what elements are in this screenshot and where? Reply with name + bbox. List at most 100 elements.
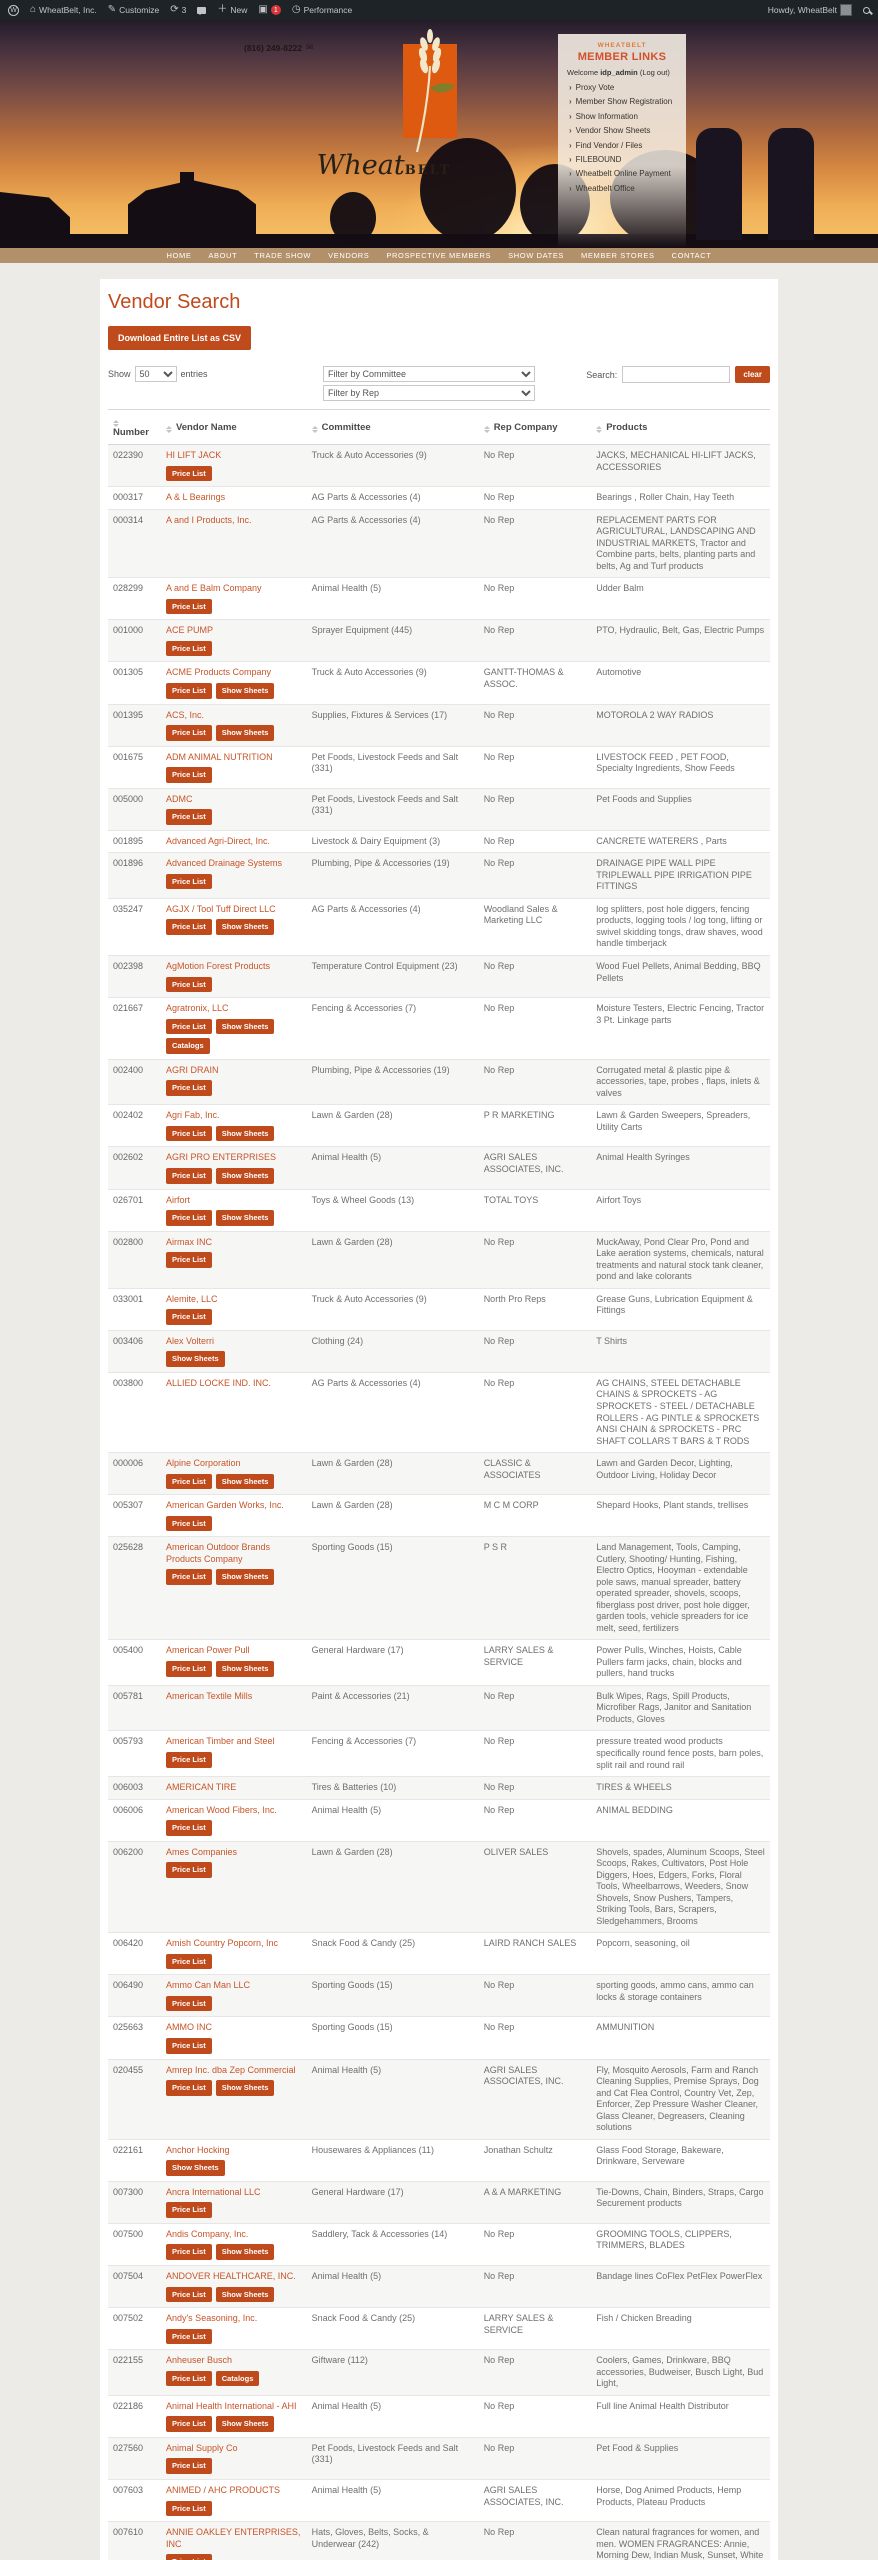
member-link-wheatbelt-online-payment[interactable]: › Wheatbelt Online Payment <box>569 169 677 179</box>
show-sheets-button[interactable]: Show Sheets <box>165 1351 225 1367</box>
search-input[interactable] <box>622 366 731 383</box>
vendor-name-link[interactable]: Anheuser Busch <box>165 2355 232 2366</box>
price-list-button[interactable]: Price List <box>165 2458 212 2474</box>
nav-item-show-dates[interactable]: SHOW DATES <box>508 251 565 260</box>
show-sheets-button[interactable]: Show Sheets <box>165 2160 225 2176</box>
price-list-button[interactable]: Price List <box>165 465 212 482</box>
price-list-button[interactable]: Price List <box>165 1125 212 1142</box>
show-sheets-button[interactable]: Show Sheets <box>215 2244 275 2261</box>
vendor-name-link[interactable]: American Wood Fibers, Inc. <box>165 1804 277 1815</box>
member-link-proxy-vote[interactable]: › Proxy Vote <box>569 83 677 93</box>
price-list-button[interactable]: Price List <box>165 1660 212 1677</box>
entries-select[interactable]: 50 <box>134 366 177 382</box>
member-link-show-information[interactable]: › Show Information <box>569 112 677 122</box>
catalogs-button[interactable]: Catalogs <box>165 1038 210 1054</box>
vendor-name-link[interactable]: ADMC <box>165 793 193 804</box>
vendor-name-link[interactable]: Airmax INC <box>165 1236 212 1247</box>
column-header-vendor-name[interactable]: Vendor Name <box>160 409 307 445</box>
price-list-button[interactable]: Price List <box>165 2038 212 2054</box>
vendor-name-link[interactable]: ANNIE OAKLEY ENTERPRISES, INC <box>165 2527 301 2549</box>
price-list-button[interactable]: Price List <box>165 1167 212 1184</box>
vendor-name-link[interactable]: Andy's Seasoning, Inc. <box>165 2313 258 2324</box>
vendor-name-link[interactable]: American Outdoor Brands Products Company <box>165 1542 271 1564</box>
vendor-name-link[interactable]: AMERICAN TIRE <box>165 1782 237 1793</box>
price-list-button[interactable]: Price List <box>165 1210 212 1226</box>
price-list-button[interactable]: Price List <box>165 1995 212 2012</box>
show-sheets-button[interactable]: Show Sheets <box>215 725 275 741</box>
vendor-name-link[interactable]: Alpine Corporation <box>165 1458 241 1469</box>
vendor-name-link[interactable]: ANIMED / AHC PRODUCTS <box>165 2485 280 2495</box>
nav-item-member-stores[interactable]: MEMBER STORES <box>581 251 655 260</box>
vendor-name-link[interactable]: American Timber and Steel <box>165 1736 275 1747</box>
price-list-button[interactable]: Price List <box>165 1569 212 1585</box>
vendor-name-link[interactable]: ANDOVER HEALTHCARE, INC. <box>165 2271 296 2282</box>
member-link-member-show-registration[interactable]: › Member Show Registration <box>569 97 677 107</box>
vendor-name-link[interactable]: Agri Fab, Inc. <box>165 1110 220 1121</box>
vendor-name-link[interactable]: Advanced Drainage Systems <box>165 858 283 869</box>
nav-item-prospective-members[interactable]: PROSPECTIVE MEMBERS <box>386 251 492 260</box>
nav-item-vendors[interactable]: VENDORS <box>328 251 370 260</box>
vendor-name-link[interactable]: American Garden Works, Inc. <box>165 1500 284 1511</box>
vendor-name-link[interactable]: Amrep Inc. dba Zep Commercial <box>165 2064 296 2075</box>
nav-item-home[interactable]: HOME <box>166 251 192 260</box>
column-header-products[interactable]: Products <box>591 409 770 445</box>
catalogs-button[interactable]: Catalogs <box>215 2370 260 2387</box>
price-list-button[interactable]: Price List <box>165 1252 212 1268</box>
column-header-committee[interactable]: Committee <box>306 409 479 445</box>
member-link-wheatbelt-office[interactable]: › Wheatbelt Office <box>569 184 677 194</box>
show-sheets-button[interactable]: Show Sheets <box>215 2080 275 2096</box>
price-list-button[interactable]: Price List <box>165 1953 212 1970</box>
vendor-name-link[interactable]: Alex Volterri <box>165 1335 214 1346</box>
price-list-button[interactable]: Price List <box>165 598 212 615</box>
vendor-name-link[interactable]: American Textile Mills <box>165 1690 253 1701</box>
vendor-name-link[interactable]: A and E Balm Company <box>165 583 262 594</box>
column-header-rep-company[interactable]: Rep Company <box>478 409 592 445</box>
vendor-name-link[interactable]: ACME Products Company <box>165 667 271 678</box>
price-list-button[interactable]: Price List <box>165 2370 212 2387</box>
price-list-button[interactable]: Price List <box>165 2500 212 2517</box>
show-sheets-button[interactable]: Show Sheets <box>215 1018 275 1035</box>
comments-menu[interactable] <box>197 6 207 15</box>
vendor-name-link[interactable]: Ammo Can Man LLC <box>165 1980 250 1991</box>
site-name-menu[interactable]: ⌂ WheatBelt, Inc. <box>30 5 97 16</box>
vendor-name-link[interactable]: A & L Bearings <box>165 492 226 503</box>
price-list-button[interactable]: Price List <box>165 767 212 783</box>
vendor-name-link[interactable]: ADM ANIMAL NUTRITION <box>165 751 273 762</box>
price-list-button[interactable]: Price List <box>165 725 212 741</box>
vendor-name-link[interactable]: ACS, Inc. <box>165 709 204 720</box>
price-list-button[interactable]: Price List <box>165 919 212 936</box>
show-sheets-button[interactable]: Show Sheets <box>215 1210 275 1226</box>
vendor-name-link[interactable]: AGRI DRAIN <box>165 1064 219 1075</box>
vendor-name-link[interactable]: Advanced Agri-Direct, Inc. <box>165 835 270 846</box>
price-list-button[interactable]: Price List <box>165 1862 212 1878</box>
vendor-name-link[interactable]: AMMO INC <box>165 2022 212 2033</box>
vendor-name-link[interactable]: Airfort <box>165 1194 190 1205</box>
member-link-filebound[interactable]: › FILEBOUND <box>569 155 677 165</box>
price-list-button[interactable]: Price List <box>165 2328 212 2345</box>
price-list-button[interactable]: Price List <box>165 809 212 825</box>
vendor-name-link[interactable]: Ancra International LLC <box>165 2186 261 2197</box>
price-list-button[interactable]: Price List <box>165 2202 212 2218</box>
show-sheets-button[interactable]: Show Sheets <box>215 919 275 936</box>
wp-logo-icon[interactable]: W <box>8 4 19 16</box>
updates-menu[interactable]: ⟳ 3 <box>170 5 186 16</box>
nav-item-trade-show[interactable]: TRADE SHOW <box>254 251 312 260</box>
show-sheets-button[interactable]: Show Sheets <box>215 682 275 699</box>
vendor-name-link[interactable]: HI LIFT JACK <box>165 450 222 460</box>
member-link-find-vendor-files[interactable]: › Find Vendor / Files <box>569 141 677 151</box>
show-sheets-button[interactable]: Show Sheets <box>215 1125 275 1142</box>
price-list-button[interactable]: Price List <box>165 2554 212 2560</box>
performance-menu[interactable]: ◷ Performance <box>292 5 352 16</box>
plugin-alert-menu[interactable]: ▣ 1 <box>258 5 281 15</box>
vendor-name-link[interactable]: Animal Health International - AHI <box>165 2400 297 2411</box>
show-sheets-button[interactable]: Show Sheets <box>215 1473 275 1490</box>
download-csv-button[interactable]: Download Entire List as CSV <box>108 326 252 350</box>
show-sheets-button[interactable]: Show Sheets <box>215 1569 275 1585</box>
price-list-button[interactable]: Price List <box>165 1018 212 1035</box>
price-list-button[interactable]: Price List <box>165 873 212 890</box>
nav-item-contact[interactable]: CONTACT <box>671 251 712 260</box>
customize-menu[interactable]: ✎ Customize <box>108 5 160 16</box>
vendor-name-link[interactable]: ACE PUMP <box>165 625 213 636</box>
filter-committee-select[interactable]: Filter by Committee <box>323 366 535 382</box>
vendor-name-link[interactable]: Animal Supply Co <box>165 2442 238 2453</box>
